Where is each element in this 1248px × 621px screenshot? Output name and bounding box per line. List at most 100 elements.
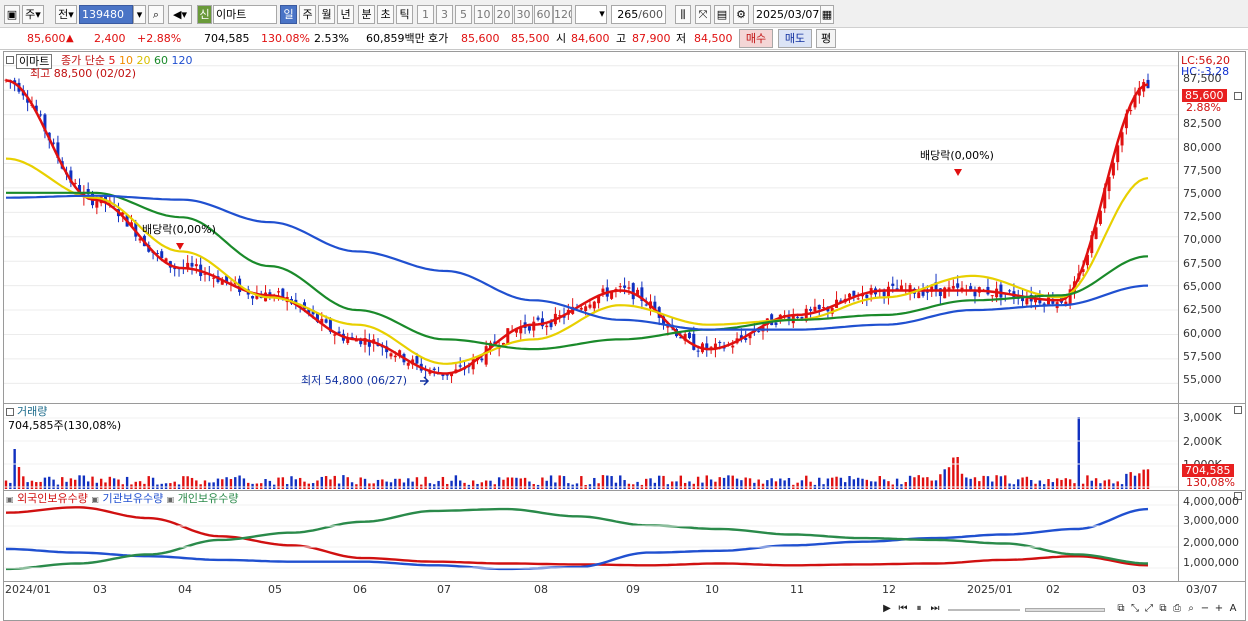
y-axis-divider — [1178, 51, 1179, 581]
volume-bar — [212, 482, 215, 489]
minute-dropdown-icon[interactable]: ▾ — [599, 7, 605, 20]
period-minute[interactable]: 분 — [358, 5, 375, 24]
crosshair-icon[interactable]: ⤧ — [695, 5, 711, 24]
candle-body — [514, 329, 518, 333]
count-field[interactable]: 265/600 — [611, 5, 666, 24]
step-back-icon[interactable]: ⏮ — [898, 603, 908, 614]
period-day[interactable]: 일 — [280, 5, 297, 24]
holdings-legend[interactable]: ▣ 외국인보유수량 ▣ 기관보유수량 ▣ 개인보유수량 — [6, 492, 239, 505]
candle-body — [39, 114, 43, 116]
pane-close-icon[interactable] — [1234, 492, 1242, 500]
period-second[interactable]: 초 — [377, 5, 394, 24]
zoom-out-icon[interactable]: − — [1200, 603, 1210, 614]
gear-icon[interactable]: ⚙ — [733, 5, 749, 24]
layout-icon[interactable]: ▣ — [4, 5, 20, 24]
volume-bar — [398, 478, 401, 489]
volume-bar — [722, 477, 726, 489]
volume-bar — [999, 476, 1003, 489]
pane-divider-holdings[interactable] — [3, 490, 1246, 491]
zoom-icon[interactable]: ⌕ — [1188, 603, 1194, 614]
stock-name-field[interactable]: 이마트 — [213, 5, 277, 24]
minute-step-3[interactable]: 3 — [436, 5, 453, 24]
minute-step-30[interactable]: 30 — [514, 5, 533, 24]
pane-close-icon[interactable] — [1234, 406, 1242, 414]
volume-bar — [796, 482, 799, 489]
date-field[interactable]: 2025/03/07 — [753, 5, 821, 24]
price-pane-title[interactable]: 이마트 — [16, 54, 53, 69]
minute-step-120[interactable]: 120 — [553, 5, 572, 24]
x-tick: 12 — [882, 583, 896, 596]
font-size-icon[interactable]: A — [1229, 603, 1237, 614]
period-week[interactable]: 주 — [299, 5, 316, 24]
period-select[interactable]: 주▾ — [22, 5, 44, 24]
low-note: 최저 54,800 (06/27) — [301, 374, 408, 387]
period-month[interactable]: 월 — [318, 5, 335, 24]
volume-bar — [657, 475, 661, 489]
eval-button[interactable]: 평 — [816, 29, 836, 48]
buy-button[interactable]: 매수 — [739, 29, 773, 48]
zoom-in-icon[interactable]: + — [1214, 603, 1224, 614]
draw-tool-icon[interactable]: ⤡ — [1131, 603, 1139, 614]
volume-bar — [69, 478, 73, 489]
print-icon[interactable]: ⎙ — [1173, 603, 1181, 614]
prev-select[interactable]: 전▾ — [55, 5, 77, 24]
volume-ratio: 130.08% — [261, 32, 310, 45]
period-year[interactable]: 년 — [337, 5, 354, 24]
volume-bar — [705, 475, 708, 489]
volume-bar — [735, 478, 739, 489]
volume-bar — [670, 481, 674, 489]
candle-icon[interactable]: ⫼ — [675, 5, 691, 24]
candle-body — [251, 296, 255, 299]
calendar-icon[interactable]: ▦ — [820, 5, 834, 24]
minute-step-5[interactable]: 5 — [455, 5, 472, 24]
volume-pane-title[interactable]: 거래량 — [17, 405, 48, 418]
candle-body — [588, 304, 592, 308]
scroll-right-icon[interactable]: ▶ — [883, 603, 891, 614]
chart-type-icon[interactable]: ⧉ — [1117, 603, 1125, 614]
speaker-icon[interactable]: ◀▾ — [168, 5, 192, 24]
save-icon[interactable]: ▤ — [714, 5, 730, 24]
y-tick: 67,500 — [1183, 257, 1222, 270]
pane-close-icon[interactable] — [1234, 92, 1242, 100]
candle-body — [1034, 298, 1038, 303]
pane-menu-icon[interactable] — [6, 56, 14, 64]
volume-bar — [376, 479, 380, 489]
period-tick[interactable]: 틱 — [396, 5, 413, 24]
pause-icon[interactable]: ⏸ — [916, 603, 922, 614]
minute-custom-input[interactable] — [575, 5, 607, 24]
minute-step-60[interactable]: 60 — [534, 5, 553, 24]
range-slider[interactable] — [1025, 608, 1105, 612]
candle-body — [445, 374, 449, 376]
volume-bar — [35, 482, 38, 489]
step-forward-icon[interactable]: ⏭ — [930, 603, 940, 614]
candle-body — [129, 222, 133, 227]
sell-button[interactable]: 매도 — [778, 29, 812, 48]
line-tool-icon[interactable]: ⤢ — [1145, 603, 1153, 614]
volume-bar — [653, 482, 657, 489]
candle-body — [999, 284, 1003, 298]
pane-divider-volume[interactable] — [3, 403, 1246, 404]
copy-icon[interactable]: ⧉ — [1159, 603, 1167, 614]
code-dropdown-icon[interactable]: ▾ — [133, 5, 146, 24]
current-volume-marker: 704,585 — [1182, 464, 1234, 477]
candle-body — [744, 338, 748, 340]
minute-step-1[interactable]: 1 — [417, 5, 434, 24]
candle-body — [428, 371, 432, 374]
volume-bar — [709, 479, 713, 489]
candle-body — [121, 212, 125, 215]
minute-step-20[interactable]: 20 — [494, 5, 513, 24]
code-input[interactable]: 139480 — [79, 5, 133, 24]
volume-bar — [1129, 472, 1132, 489]
volume-bar — [956, 457, 959, 489]
volume-bar — [567, 483, 570, 489]
pane-menu-icon[interactable] — [6, 408, 14, 416]
candle-body — [666, 325, 670, 328]
scroll-track[interactable] — [948, 609, 1020, 611]
ma-indicator-label[interactable]: 종가 단순 5 10 20 60 120 — [61, 54, 193, 67]
volume-bar — [856, 477, 860, 489]
volume-bar — [381, 479, 384, 489]
search-icon[interactable]: ⌕ — [148, 5, 164, 24]
minute-step-10[interactable]: 10 — [474, 5, 493, 24]
candle-body — [225, 275, 229, 283]
